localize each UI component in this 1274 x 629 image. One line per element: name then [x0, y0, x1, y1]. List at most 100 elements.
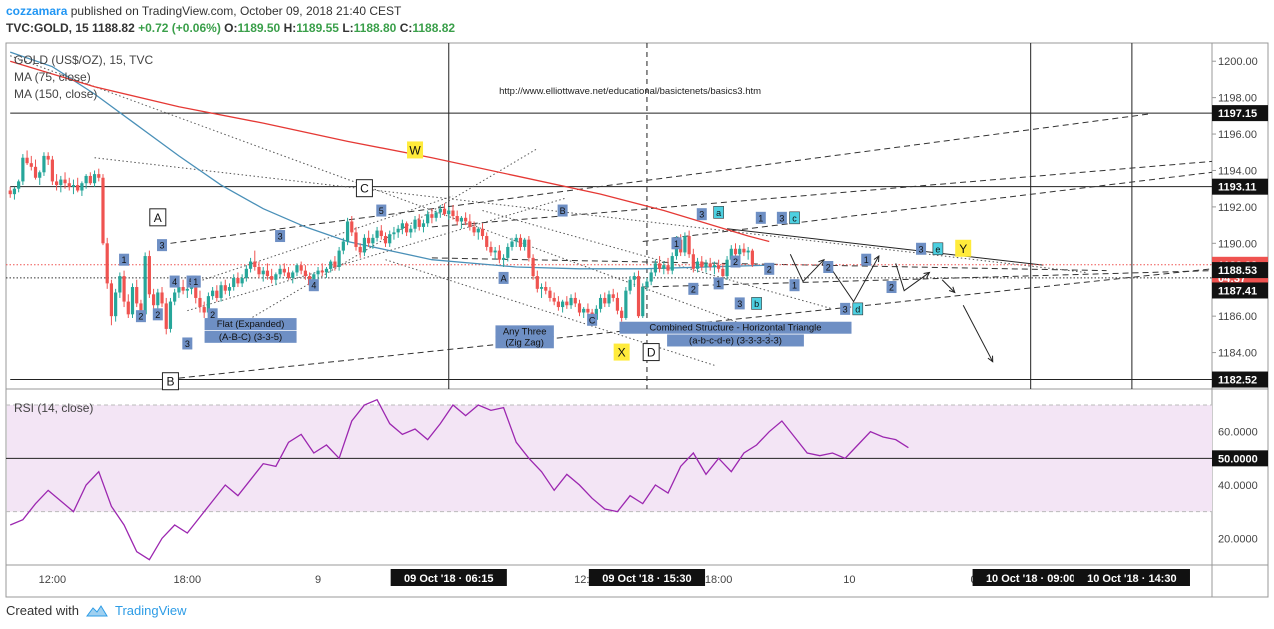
candle[interactable] [88, 172, 92, 186]
candle[interactable] [577, 299, 582, 317]
candle[interactable] [299, 261, 303, 275]
candle[interactable] [666, 257, 670, 275]
legend-ma-150[interactable]: MA (150, close) [14, 87, 97, 101]
candle[interactable] [691, 248, 695, 273]
tradingview-link[interactable]: TradingView [114, 603, 187, 618]
candle[interactable] [704, 259, 708, 273]
candle[interactable] [350, 216, 354, 237]
candle[interactable] [645, 277, 649, 291]
candle[interactable] [468, 214, 472, 231]
candle[interactable] [434, 210, 438, 222]
candle[interactable] [426, 210, 430, 227]
candle[interactable] [324, 266, 329, 278]
candle[interactable] [46, 152, 50, 166]
candle[interactable] [712, 261, 717, 275]
candle[interactable] [598, 294, 603, 313]
candle[interactable] [750, 248, 754, 267]
candle[interactable] [388, 230, 392, 247]
candle[interactable] [114, 288, 118, 322]
candle[interactable] [337, 246, 341, 271]
candle[interactable] [620, 307, 624, 322]
candle[interactable] [59, 175, 63, 193]
candle[interactable] [746, 246, 750, 260]
candle[interactable] [489, 241, 493, 257]
candle[interactable] [700, 256, 704, 271]
candle[interactable] [561, 299, 565, 313]
candle[interactable] [624, 287, 628, 320]
candle[interactable] [556, 296, 560, 311]
candle[interactable] [493, 246, 497, 260]
candle[interactable] [21, 154, 25, 186]
candle[interactable] [687, 230, 691, 258]
candle[interactable] [430, 208, 434, 224]
candle[interactable] [628, 276, 632, 295]
candle[interactable] [122, 270, 126, 308]
candle[interactable] [8, 186, 12, 198]
candle[interactable] [160, 287, 164, 308]
candle[interactable] [105, 237, 109, 289]
legend-ma-75[interactable]: MA (75, close) [14, 70, 91, 84]
candle[interactable] [25, 150, 29, 166]
candle[interactable] [240, 274, 244, 288]
candle[interactable] [38, 170, 42, 186]
candle[interactable] [510, 237, 514, 251]
candle[interactable] [552, 292, 556, 306]
candle[interactable] [565, 296, 569, 309]
candle[interactable] [223, 279, 227, 295]
candle[interactable] [485, 232, 489, 251]
candle[interactable] [721, 263, 725, 280]
candle[interactable] [173, 288, 177, 306]
candle[interactable] [375, 226, 379, 242]
candle[interactable] [63, 172, 67, 189]
candle[interactable] [615, 292, 620, 315]
candle[interactable] [480, 223, 485, 240]
candle[interactable] [253, 250, 257, 271]
candle[interactable] [535, 270, 539, 293]
candle[interactable] [274, 272, 278, 286]
candle[interactable] [286, 266, 291, 280]
candle[interactable] [76, 177, 80, 193]
candle[interactable] [695, 257, 700, 273]
candle[interactable] [261, 266, 265, 282]
candle[interactable] [413, 216, 417, 233]
candle[interactable] [409, 225, 413, 238]
candle[interactable] [29, 155, 33, 171]
candle[interactable] [303, 265, 307, 280]
candle[interactable] [683, 232, 687, 257]
candle[interactable] [80, 181, 84, 196]
candle[interactable] [603, 292, 607, 308]
candle[interactable] [215, 285, 219, 302]
rsi-title[interactable]: RSI (14, close) [14, 401, 93, 415]
candle[interactable] [497, 245, 501, 264]
candle[interactable] [501, 254, 506, 267]
candle[interactable] [451, 205, 455, 220]
candle[interactable] [219, 281, 223, 302]
candle[interactable] [523, 237, 527, 251]
candle[interactable] [383, 232, 388, 247]
candle[interactable] [417, 214, 421, 231]
candle[interactable] [396, 225, 400, 238]
candle[interactable] [320, 263, 324, 277]
candle[interactable] [50, 155, 54, 186]
candle[interactable] [329, 259, 333, 273]
candle[interactable] [33, 159, 38, 180]
candle[interactable] [527, 236, 531, 262]
candle[interactable] [379, 225, 383, 240]
candle[interactable] [358, 243, 362, 258]
candle[interactable] [573, 292, 577, 308]
candle[interactable] [295, 263, 299, 277]
candle[interactable] [459, 216, 464, 229]
candle[interactable] [472, 221, 476, 237]
candle[interactable] [333, 256, 337, 271]
candle[interactable] [282, 263, 286, 277]
candle[interactable] [447, 206, 451, 220]
candle[interactable] [514, 234, 518, 247]
candle[interactable] [270, 268, 274, 284]
candle[interactable] [362, 234, 367, 257]
candle[interactable] [181, 279, 185, 295]
candle[interactable] [464, 212, 468, 226]
candle[interactable] [202, 301, 206, 318]
candle[interactable] [316, 266, 320, 280]
candle[interactable] [539, 283, 544, 298]
